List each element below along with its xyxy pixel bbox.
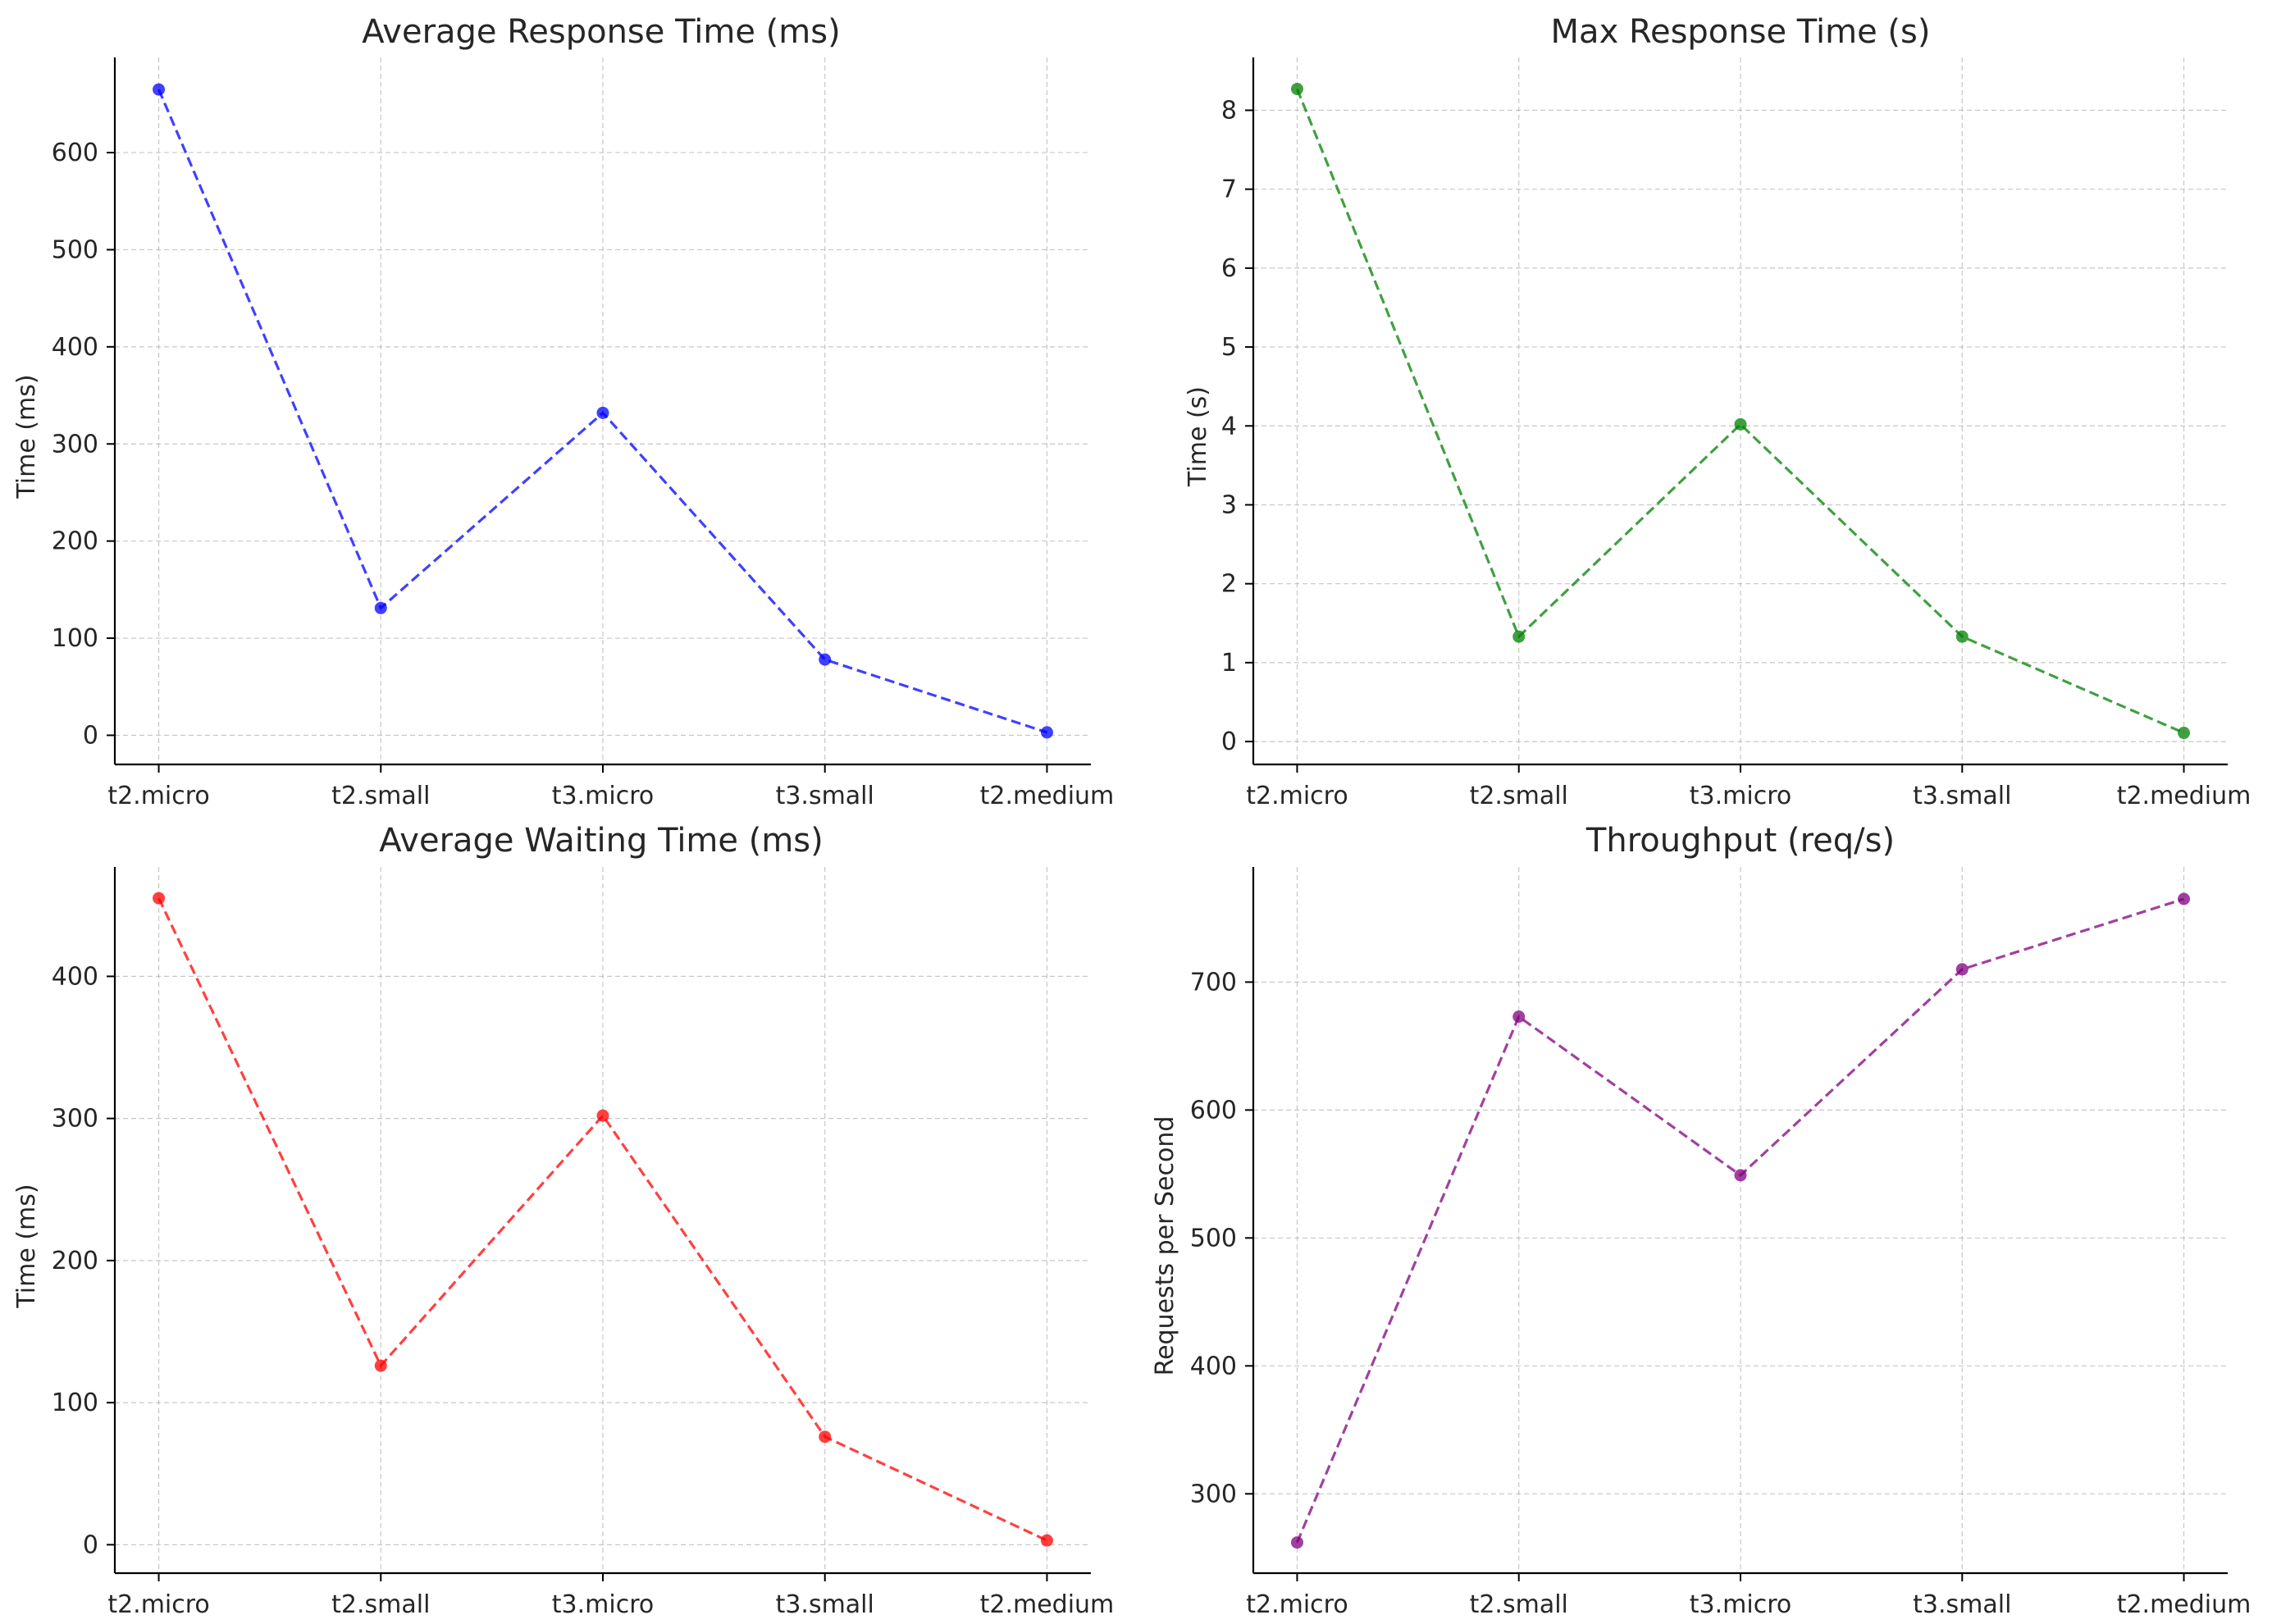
data-point	[596, 1109, 609, 1122]
y-tick-label: 0	[83, 1530, 98, 1559]
y-tick-label: 500	[1190, 1224, 1237, 1252]
chart-title: Throughput (req/s)	[1585, 822, 1895, 860]
x-tick-label: t3.small	[1913, 782, 2011, 810]
data-point	[153, 892, 166, 905]
y-tick-label: 400	[52, 962, 98, 991]
x-tick-label: t2.medium	[2117, 782, 2251, 810]
y-tick-label: 7	[1221, 176, 1237, 204]
x-tick-label: t3.micro	[552, 782, 654, 810]
data-point	[596, 406, 609, 419]
grid	[115, 57, 1091, 764]
y-tick-label: 4	[1221, 412, 1237, 440]
x-tick-label: t2.micro	[1246, 1590, 1348, 1619]
y-tick-label: 600	[52, 139, 98, 167]
y-axis-label: Time (ms)	[12, 374, 41, 499]
y-axis-label: Time (ms)	[12, 1184, 41, 1308]
x-tick-label: t2.small	[331, 1590, 430, 1619]
y-tick-label: 100	[52, 624, 98, 653]
grid	[115, 867, 1091, 1573]
data-point	[2178, 892, 2191, 906]
y-tick-label: 8	[1221, 96, 1237, 125]
y-tick-label: 300	[52, 1105, 98, 1134]
x-tick-label: t3.small	[776, 1590, 874, 1619]
grid	[1253, 867, 2228, 1573]
data-point	[1955, 963, 1969, 976]
y-tick-label: 700	[1190, 968, 1237, 997]
y-tick-label: 200	[52, 1247, 98, 1275]
data-point	[1512, 630, 1526, 643]
y-tick-label: 0	[1221, 728, 1237, 756]
y-tick-label: 5	[1221, 333, 1237, 362]
chart-throughput: Throughput (req/s) Requests per Second t…	[1151, 822, 2251, 1619]
y-tick-label: 200	[52, 527, 98, 556]
y-tick-label: 400	[52, 333, 98, 362]
x-tick-label: t2.micro	[1246, 782, 1348, 810]
data-point	[1955, 630, 1969, 643]
y-tick-label: 1	[1221, 649, 1237, 677]
y-axis-label: Time (s)	[1184, 386, 1212, 487]
x-tick-label: t2.small	[1470, 1590, 1568, 1619]
x-tick-label: t3.small	[1913, 1590, 2011, 1619]
data-point	[1734, 1169, 1747, 1182]
data-point	[374, 1359, 387, 1372]
x-tick-label: t2.medium	[980, 782, 1115, 810]
series-line	[1295, 88, 2185, 734]
y-tick-label: 300	[52, 430, 98, 458]
data-point	[374, 601, 387, 614]
grid	[1253, 57, 2228, 764]
x-tick-label: t2.micro	[107, 1590, 209, 1619]
y-tick-label: 600	[1190, 1096, 1237, 1124]
data-point	[2178, 727, 2191, 740]
data-point	[819, 1430, 832, 1444]
data-point	[1290, 1536, 1303, 1549]
chart-average-response-time: Average Response Time (ms) Time (ms) t2.…	[12, 13, 1114, 810]
x-tick-label: t2.small	[1470, 782, 1568, 810]
series-line	[157, 897, 1048, 1542]
y-tick-label: 400	[1190, 1352, 1237, 1380]
y-tick-label: 500	[52, 235, 98, 264]
x-tick-label: t2.micro	[107, 782, 209, 810]
y-axis-label: Requests per Second	[1151, 1116, 1179, 1376]
chart-average-waiting-time: Average Waiting Time (ms) Time (ms) t2.m…	[12, 822, 1114, 1619]
y-tick-label: 0	[83, 721, 98, 750]
y-tick-label: 3	[1221, 490, 1237, 519]
x-tick-label: t2.medium	[980, 1590, 1115, 1619]
data-point	[1734, 417, 1747, 431]
data-point	[1040, 726, 1053, 739]
chart-title: Average Waiting Time (ms)	[379, 822, 823, 860]
chart-title: Max Response Time (s)	[1551, 13, 1931, 51]
y-tick-label: 6	[1221, 254, 1237, 283]
x-tick-label: t3.micro	[1690, 1590, 1791, 1619]
x-tick-label: t3.small	[776, 782, 874, 810]
x-tick-label: t3.micro	[1690, 782, 1791, 810]
chart-max-response-time: Max Response Time (s) Time (s) t2.micro t…	[1184, 13, 2251, 810]
y-tick-label: 2	[1221, 570, 1237, 599]
x-tick-label: t2.medium	[2117, 1590, 2251, 1619]
data-point	[1290, 82, 1303, 95]
data-point	[819, 653, 832, 666]
x-tick-label: t3.micro	[552, 1590, 654, 1619]
x-tick-label: t2.small	[331, 782, 430, 810]
data-point	[153, 83, 166, 96]
y-tick-label: 100	[52, 1389, 98, 1417]
data-point	[1040, 1534, 1053, 1547]
y-tick-label: 300	[1190, 1480, 1237, 1508]
chart-title: Average Response Time (ms)	[362, 13, 840, 51]
data-point	[1512, 1010, 1526, 1023]
